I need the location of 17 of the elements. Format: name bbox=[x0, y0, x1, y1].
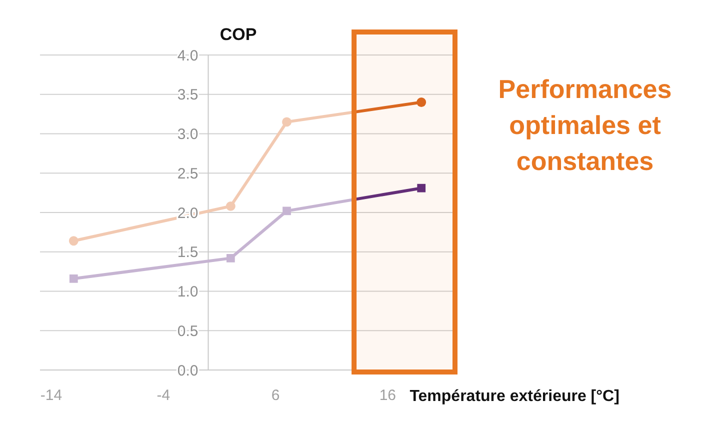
x-axis-title: Température extérieure [°C] bbox=[410, 388, 620, 405]
x-tick-label: 6 bbox=[271, 387, 280, 404]
x-tick-label: -14 bbox=[40, 387, 62, 404]
y-tick-label: 1.5 bbox=[177, 244, 198, 262]
y-tick-label: 1.0 bbox=[177, 284, 198, 300]
y-tick-label: 3.5 bbox=[177, 86, 198, 104]
x-tick-label: 16 bbox=[379, 387, 396, 404]
y-tick-label: 4.0 bbox=[177, 47, 198, 64]
y-tick-label: 0.0 bbox=[177, 362, 198, 380]
x-tick-label: -4 bbox=[156, 387, 170, 404]
chart-title: COP bbox=[220, 25, 257, 44]
point bbox=[416, 98, 426, 107]
y-tick-label: 2.5 bbox=[177, 165, 198, 182]
y-tick-label: 3.0 bbox=[177, 126, 198, 143]
band-label: Performances optimales et constantes bbox=[498, 74, 672, 176]
point bbox=[417, 184, 426, 192]
y-tick-label: 0.5 bbox=[177, 322, 198, 340]
